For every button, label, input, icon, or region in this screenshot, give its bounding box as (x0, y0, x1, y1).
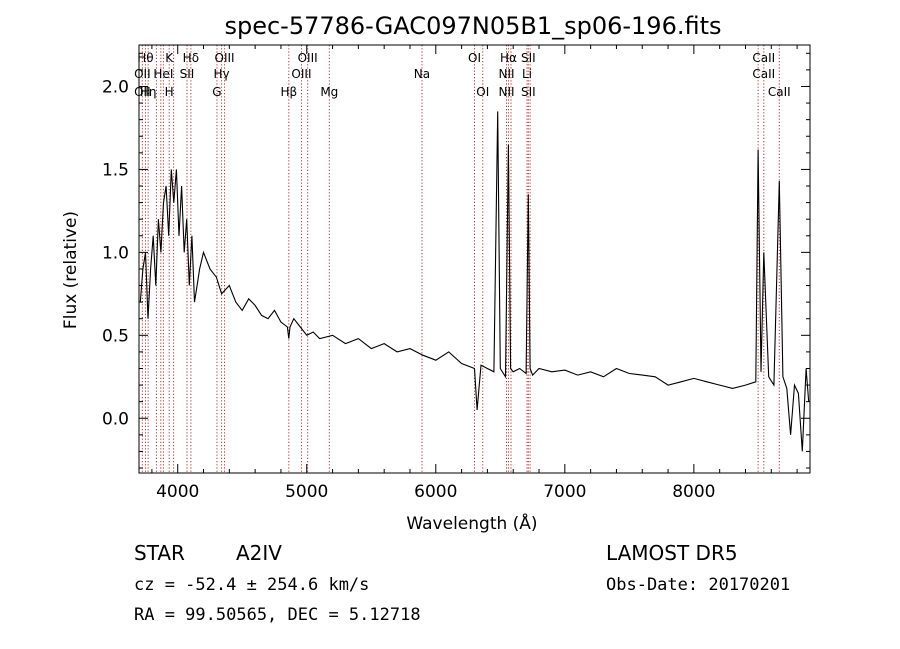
line-label: Li (522, 67, 532, 81)
y-tick-label: 0.0 (102, 409, 129, 429)
spectrum-line (139, 111, 810, 452)
line-label: K (165, 51, 174, 65)
plot-frame (138, 44, 811, 474)
line-label: CaII (768, 85, 791, 99)
line-label: NII (498, 67, 514, 81)
line-label: OIII (298, 51, 318, 65)
line-label: SII (521, 85, 536, 99)
spectral-line-labels: OII OII Hθ Hη HeI K H SII Hδ G Hγ OIII Hβ OIII OIII Mg N… (134, 51, 791, 99)
y-tick-label: 1.5 (102, 160, 129, 180)
line-label: Hβ (280, 85, 297, 99)
line-label: Na (414, 67, 430, 81)
object-subclass: A2IV (236, 541, 282, 565)
coordinates-readout: RA = 99.50565, DEC = 5.12718 (134, 605, 421, 625)
line-label: OII (134, 85, 151, 99)
line-label: Hδ (183, 51, 199, 65)
x-axis-label: Wavelength (Å) (406, 512, 537, 534)
line-label: G (212, 85, 221, 99)
line-label: NII (498, 85, 514, 99)
x-axis: 4000 5000 6000 7000 8000 (151, 45, 798, 502)
line-label: H (165, 85, 174, 99)
obs-date: Obs-Date: 20170201 (606, 575, 790, 595)
line-label: OII (134, 67, 151, 81)
line-label: SII (521, 51, 536, 65)
y-tick-label: 1.0 (102, 243, 129, 263)
line-label: Hα (500, 51, 517, 65)
x-tick-label: 8000 (672, 482, 715, 502)
line-label: Hγ (214, 67, 230, 81)
x-tick-label: 5000 (285, 482, 328, 502)
line-label: Hθ (137, 51, 153, 65)
line-label: Mg (320, 85, 338, 99)
y-axis-label: Flux (relative) (61, 211, 81, 329)
x-tick-label: 4000 (156, 482, 199, 502)
line-label: CaII (752, 67, 775, 81)
line-label: Hη (140, 85, 157, 99)
spectral-line-markers (141, 45, 780, 473)
y-tick-label: 0.5 (102, 326, 129, 346)
x-tick-label: 6000 (414, 482, 457, 502)
survey-name: LAMOST DR5 (606, 541, 738, 565)
line-label: OIII (215, 51, 235, 65)
line-label: OIII (291, 67, 311, 81)
line-label: SII (180, 67, 195, 81)
y-axis: 0.0 0.5 1.0 1.5 2.0 (102, 52, 810, 469)
chart-title: spec-57786-GAC097N05B1_sp06-196.fits (224, 12, 721, 40)
y-tick-label: 2.0 (102, 77, 129, 97)
line-label: OI (468, 51, 481, 65)
x-tick-label: 7000 (543, 482, 586, 502)
object-class: STAR (134, 541, 185, 565)
redshift-readout: cz = -52.4 ± 254.6 km/s (134, 575, 369, 595)
line-label: OI (476, 85, 489, 99)
line-label: HeI (153, 67, 173, 81)
line-label: CaII (752, 51, 775, 65)
